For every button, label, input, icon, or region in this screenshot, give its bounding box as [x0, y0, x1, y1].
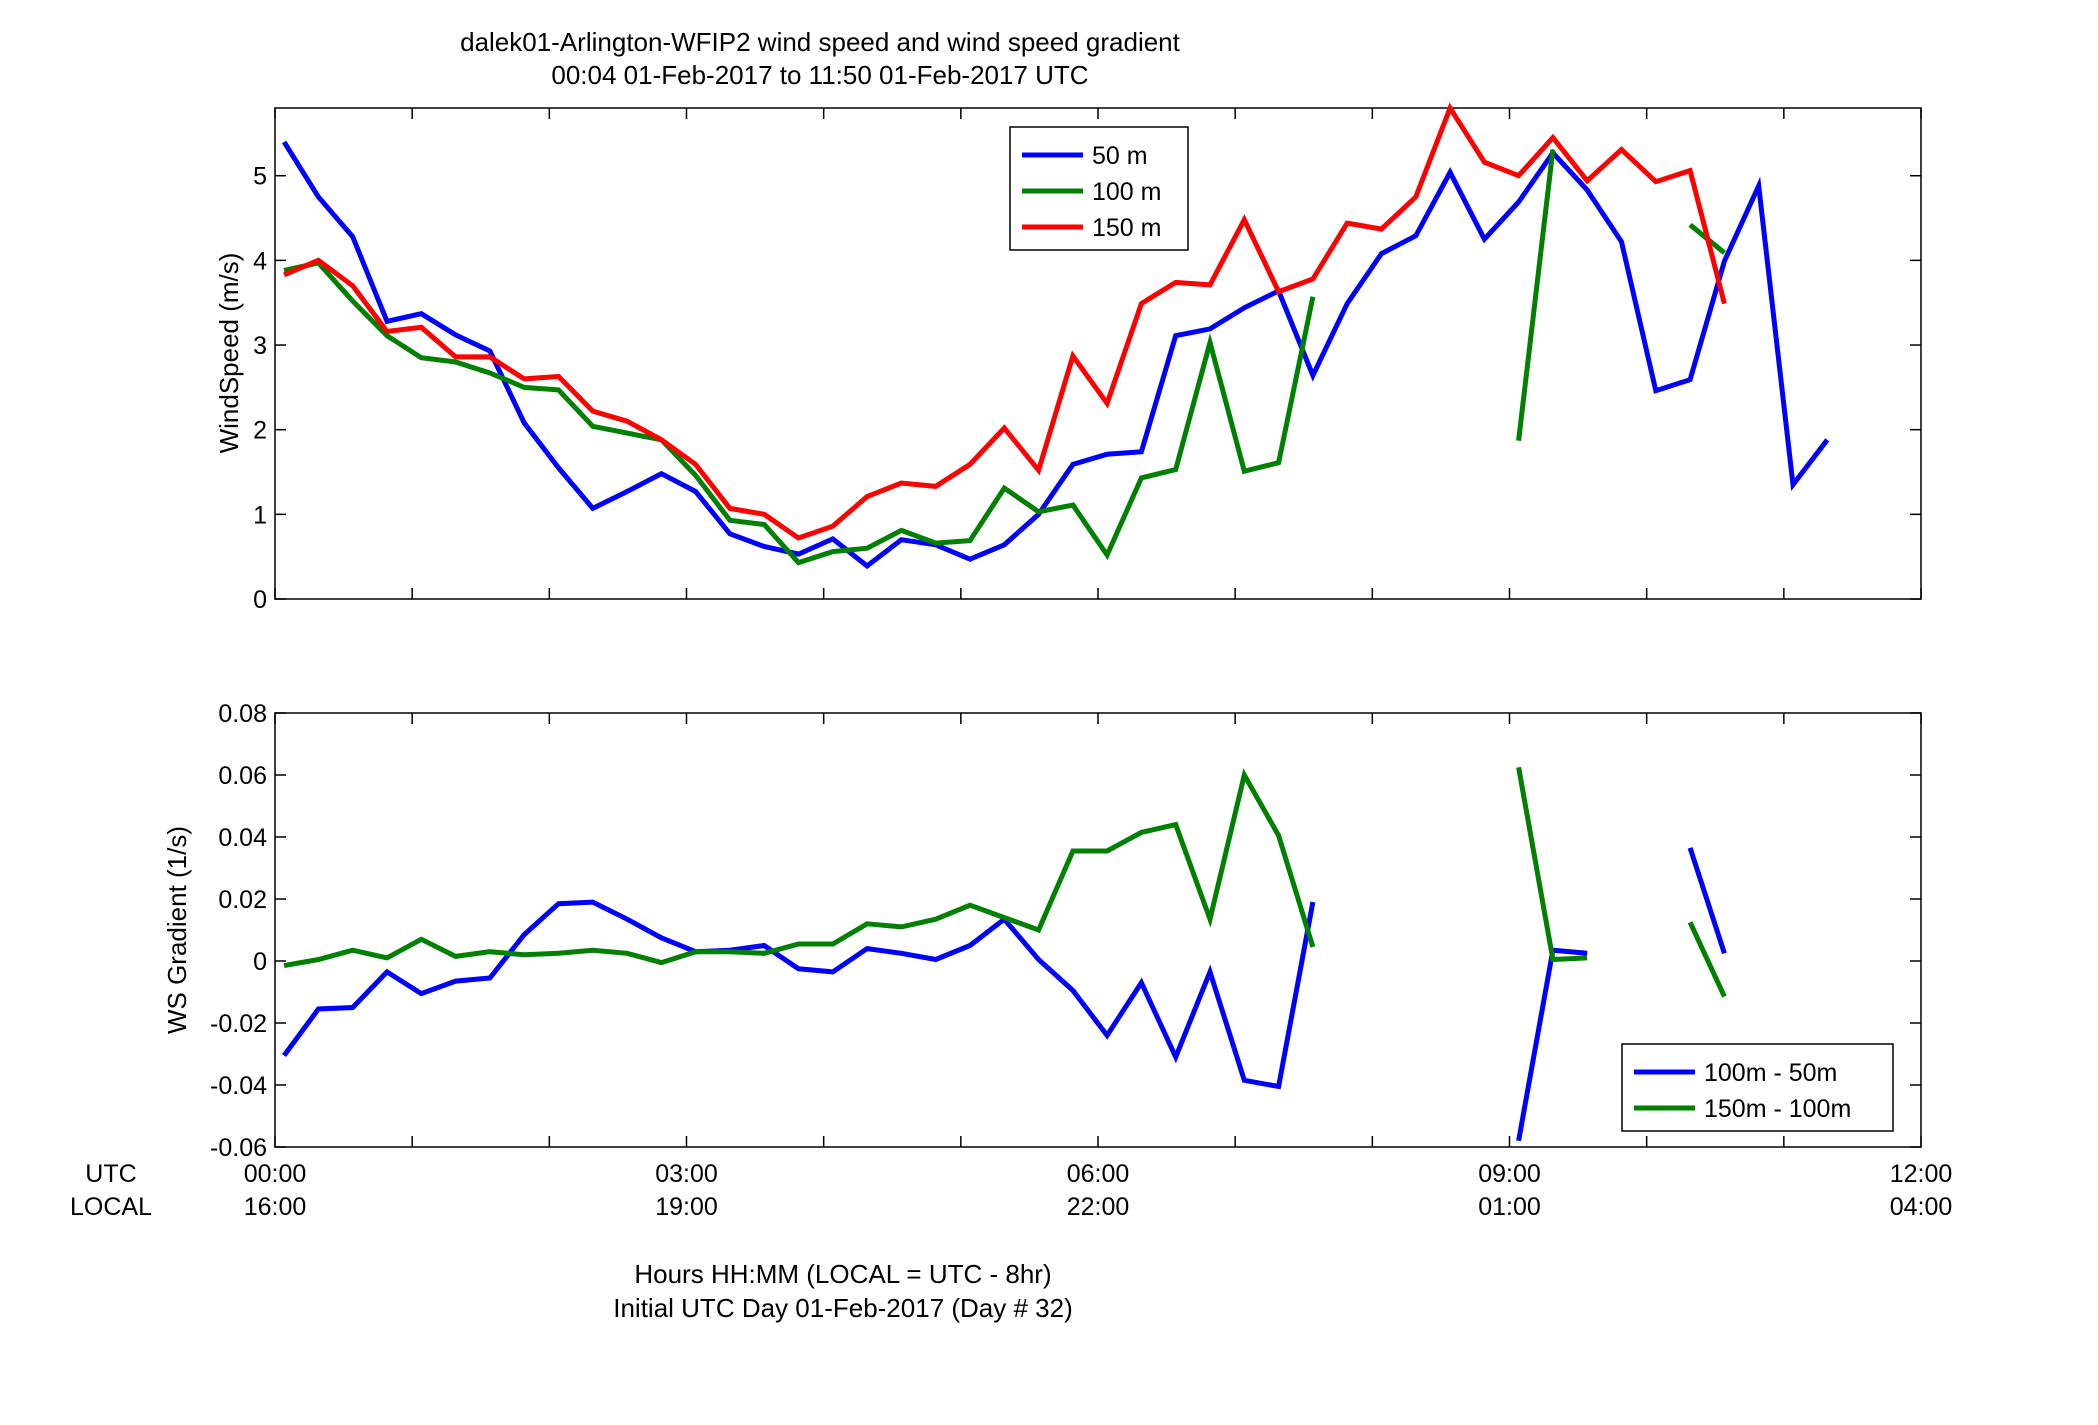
windspeed-y-tick-label: 1	[253, 501, 267, 529]
x-tick-label-local: 01:00	[1478, 1193, 1541, 1221]
time-axis-labels: 00:00 16:00 03:00 19:00 06:00 22:00 09:00 01:00…	[244, 1160, 1953, 1221]
windspeed-y-tick-label: 5	[253, 163, 267, 191]
windspeed-y-tick-label: 3	[253, 332, 267, 360]
windspeed-legend-label: 100 m	[1092, 178, 1161, 206]
windspeed-series-group	[281, 102, 1830, 570]
x-tick-label-utc: 06:00	[1067, 1160, 1130, 1188]
gradient-series-150m-100m-line	[1516, 766, 1588, 963]
figure-title-line2: 00:04 01-Feb-2017 to 11:50 01-Feb-2017 U…	[551, 60, 1088, 90]
windspeed-y-tick-label: 0	[253, 586, 267, 614]
windspeed-series-100-m-line	[283, 260, 1316, 566]
gradient-y-tick-label: 0.02	[218, 886, 267, 914]
x-axis-label-line2: Initial UTC Day 01-Feb-2017 (Day # 32)	[613, 1293, 1073, 1323]
gradient-y-tick-label: -0.04	[210, 1072, 267, 1100]
x-tick-label-local: 04:00	[1890, 1193, 1953, 1221]
windspeed-y-tick-label: 4	[253, 247, 267, 275]
windspeed-y-tick-label: 2	[253, 417, 267, 445]
figure-title-line1: dalek01-Arlington-WFIP2 wind speed and w…	[460, 27, 1181, 57]
gradient-y-tick-label: 0.04	[218, 824, 267, 852]
gradient-y-tick-label: 0.08	[218, 700, 267, 728]
windspeed-series-50-m-line	[281, 140, 1830, 570]
windspeed-panel: 0 1 2 3 4 5 WindSpeed (m/s) 50 m 100 m 150 m	[214, 102, 1922, 614]
gradient-y-tick-label: -0.02	[210, 1010, 267, 1038]
gradient-series-150m-100m-line	[283, 768, 1316, 969]
x-tick-label-utc: 12:00	[1890, 1160, 1953, 1188]
gradient-panel: -0.06 -0.04 -0.02 0 0.02 0.04 0.06 0.08 WS Grad…	[162, 700, 1922, 1162]
gradient-y-axis: -0.06 -0.04 -0.02 0 0.02 0.04 0.06 0.08	[210, 700, 1921, 1162]
gradient-y-tick-label: 0	[253, 948, 267, 976]
windspeed-legend-label: 150 m	[1092, 214, 1161, 242]
gradient-y-axis-label: WS Gradient (1/s)	[162, 826, 192, 1034]
utc-row-label: UTC	[85, 1160, 136, 1188]
gradient-y-tick-label: 0.06	[218, 762, 267, 790]
x-tick-label-local: 16:00	[244, 1193, 307, 1221]
windspeed-legend-label: 50 m	[1092, 142, 1148, 170]
x-tick-label-local: 19:00	[655, 1193, 718, 1221]
windspeed-series-150-m-line	[283, 102, 1727, 541]
x-tick-label-utc: 00:00	[244, 1160, 307, 1188]
x-tick-label-local: 22:00	[1067, 1193, 1130, 1221]
x-tick-label-utc: 09:00	[1478, 1160, 1541, 1188]
gradient-x-ticks	[274, 713, 1922, 1147]
gradient-series-100m-50m-line	[1687, 847, 1727, 955]
gradient-series-group	[282, 766, 1727, 1142]
gradient-legend-label: 100m - 50m	[1704, 1059, 1837, 1087]
gradient-series-100m-50m-line	[282, 899, 1316, 1090]
x-axis-label-line1: Hours HH:MM (LOCAL = UTC - 8hr)	[634, 1259, 1051, 1289]
windspeed-y-axis-label: WindSpeed (m/s)	[214, 253, 244, 454]
x-tick-label-utc: 03:00	[655, 1160, 718, 1188]
gradient-legend-label: 150m - 100m	[1704, 1095, 1851, 1123]
gradient-series-150m-100m-line	[1687, 921, 1727, 998]
gradient-y-tick-label: -0.06	[210, 1134, 267, 1162]
windspeed-legend: 50 m 100 m 150 m	[1009, 126, 1189, 251]
windspeed-series-100-m-line	[1516, 149, 1556, 441]
gradient-legend-box	[1621, 1043, 1894, 1132]
local-row-label: LOCAL	[70, 1193, 152, 1221]
windspeed-y-axis: 0 1 2 3 4 5	[253, 163, 1921, 614]
gradient-legend: 100m - 50m 150m - 100m	[1621, 1043, 1894, 1132]
windspeed-x-ticks	[274, 108, 1922, 599]
